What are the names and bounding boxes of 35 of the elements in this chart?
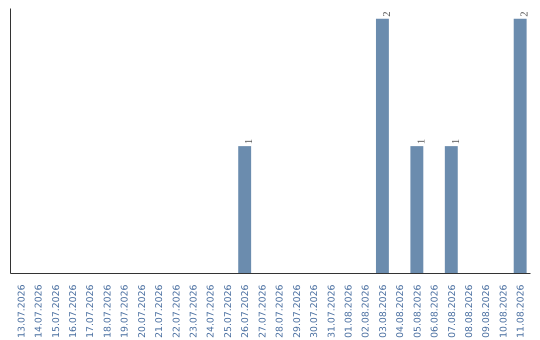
x-tick-label: 14.07.2026: [34, 284, 45, 338]
x-tick-label: 18.07.2026: [102, 284, 114, 338]
x-tick-label: 17.07.2026: [85, 284, 96, 338]
x-tick-label: 07.08.2026: [446, 284, 458, 338]
x-tick-label: 10.08.2026: [498, 284, 510, 338]
x-tick-label: 13.07.2026: [16, 284, 28, 338]
x-tick-label: 20.07.2026: [136, 284, 148, 338]
x-tick-label: 08.08.2026: [464, 284, 476, 338]
x-tick-label: 16.07.2026: [68, 284, 79, 338]
x-tick-label: 11.08.2026: [516, 284, 527, 338]
data-label: 1: [244, 138, 256, 144]
x-tick-label: 09.08.2026: [481, 284, 492, 338]
x-tick-label: 31.07.2026: [326, 284, 338, 338]
x-tick-label: 22.07.2026: [171, 284, 182, 338]
x-tick-label: 26.07.2026: [240, 284, 252, 338]
x-tick-label: 05.08.2026: [412, 284, 424, 338]
x-tick-label: 06.08.2026: [430, 284, 441, 338]
x-tick-label: 28.07.2026: [274, 284, 286, 338]
data-label: 1: [416, 138, 428, 144]
x-tick-label: 19.07.2026: [120, 284, 131, 338]
x-tick-label: 21.07.2026: [154, 284, 166, 338]
data-label: 2: [382, 11, 393, 17]
x-tick-label: 23.07.2026: [188, 284, 200, 338]
x-tick-label: 03.08.2026: [378, 284, 389, 338]
data-label: 2: [520, 11, 531, 17]
x-tick-label: 04.08.2026: [395, 284, 406, 338]
x-tick-label: 15.07.2026: [50, 284, 62, 338]
x-tick-label: 25.07.2026: [222, 284, 234, 338]
x-tick-label: 27.07.2026: [257, 284, 268, 338]
data-label: 1: [450, 138, 462, 144]
x-tick-label: 24.07.2026: [206, 284, 217, 338]
x-tick-label: 01.08.2026: [343, 284, 354, 338]
x-tick-label: 30.07.2026: [309, 284, 320, 338]
x-tick-label: 02.08.2026: [360, 284, 372, 338]
x-tick-label: 29.07.2026: [292, 284, 303, 338]
